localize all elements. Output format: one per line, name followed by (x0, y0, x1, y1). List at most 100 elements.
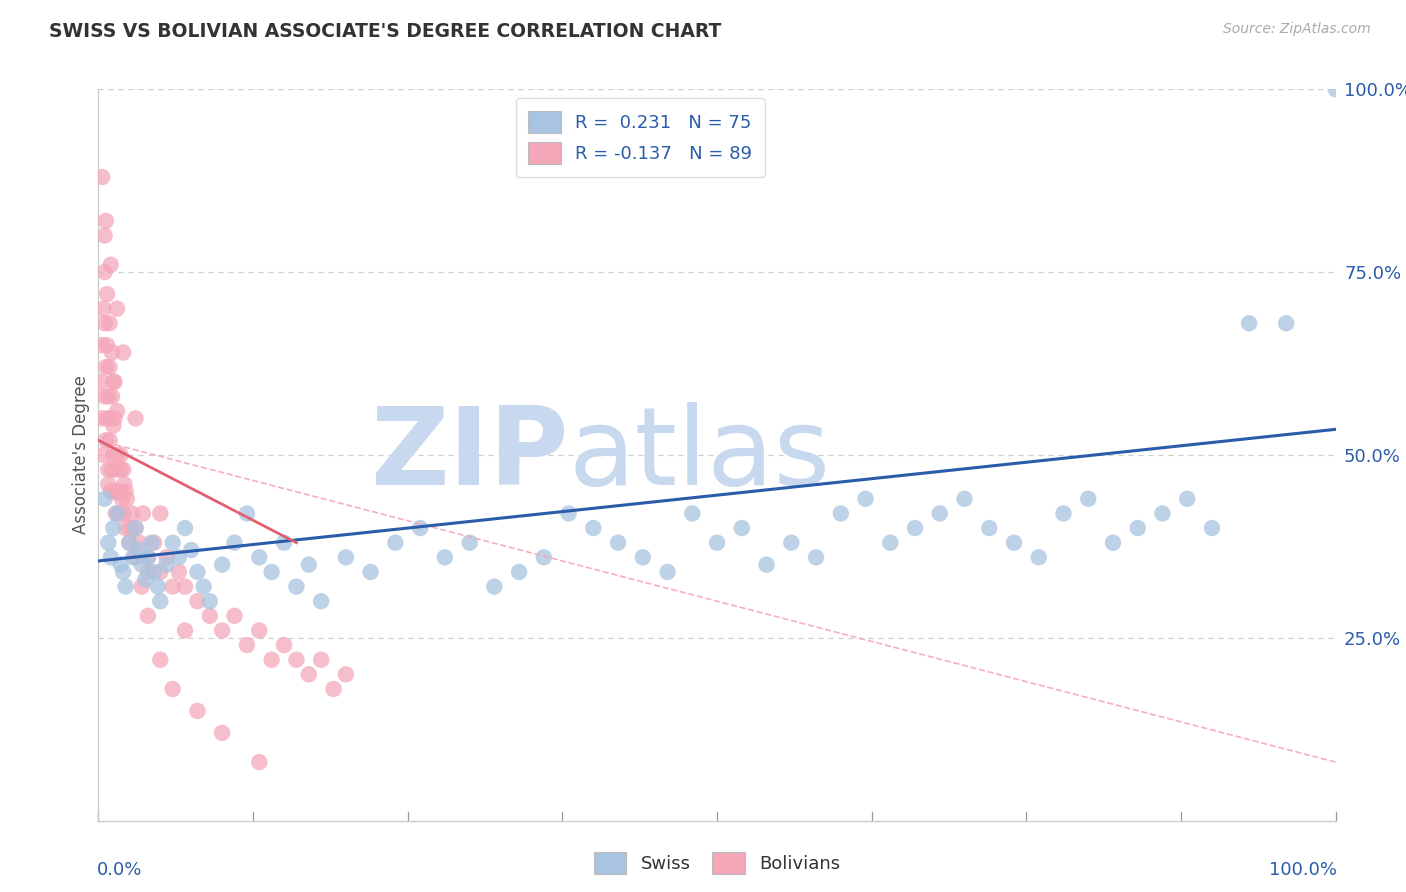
Point (247, 624, 270, 638)
Point (1052, 507, 1074, 521)
Point (186, 704, 208, 718)
Point (110, 558, 132, 572)
Point (103, 418, 125, 433)
Point (128, 535, 150, 549)
Point (122, 550, 145, 565)
Point (298, 667, 321, 681)
Point (104, 462, 127, 476)
Point (198, 608, 221, 623)
Point (174, 521, 197, 535)
Point (103, 375, 125, 389)
Point (224, 535, 246, 549)
Point (180, 543, 202, 558)
Point (273, 638, 295, 652)
Text: atlas: atlas (568, 402, 831, 508)
Point (93, 316, 115, 330)
Point (1275, 316, 1298, 330)
Point (582, 521, 605, 535)
Point (1077, 491, 1099, 506)
Point (236, 638, 259, 652)
Point (247, 550, 270, 565)
Point (112, 507, 135, 521)
Point (100, 258, 122, 272)
Point (409, 521, 432, 535)
Point (1126, 521, 1149, 535)
Point (607, 535, 630, 549)
Point (141, 535, 163, 549)
Text: SWISS VS BOLIVIAN ASSOCIATE'S DEGREE CORRELATION CHART: SWISS VS BOLIVIAN ASSOCIATE'S DEGREE COR… (49, 22, 721, 41)
Point (681, 507, 703, 521)
Point (146, 580, 169, 594)
Point (105, 301, 128, 316)
Point (211, 624, 233, 638)
Point (260, 653, 283, 667)
Point (458, 535, 481, 549)
Point (979, 521, 1001, 535)
Point (110, 462, 132, 476)
Point (193, 580, 215, 594)
Point (103, 375, 125, 389)
Point (93, 389, 115, 403)
Point (309, 594, 332, 608)
Point (1237, 316, 1260, 330)
Point (93, 265, 115, 279)
Point (149, 594, 172, 608)
Point (94, 434, 117, 448)
Point (91, 338, 114, 352)
Point (360, 565, 382, 579)
Point (211, 726, 233, 740)
Point (104, 507, 127, 521)
Point (96, 338, 118, 352)
Point (128, 543, 150, 558)
Point (804, 550, 827, 565)
Point (149, 565, 172, 579)
Point (100, 550, 122, 565)
Point (322, 681, 344, 696)
Point (136, 608, 159, 623)
Point (131, 580, 153, 594)
Point (97, 535, 120, 549)
Point (657, 565, 679, 579)
Point (167, 550, 190, 565)
Point (285, 653, 308, 667)
Point (124, 411, 146, 425)
Point (904, 521, 927, 535)
Point (105, 507, 128, 521)
Point (1152, 507, 1174, 521)
Point (105, 404, 128, 418)
Point (98, 360, 121, 375)
Point (1201, 521, 1223, 535)
Point (93, 491, 115, 506)
Point (93, 448, 115, 462)
Point (136, 550, 159, 565)
Point (124, 521, 146, 535)
Point (105, 448, 128, 462)
Point (112, 462, 135, 476)
Point (101, 389, 124, 403)
Point (115, 491, 138, 506)
Point (134, 572, 156, 586)
Point (114, 484, 136, 499)
Point (260, 565, 283, 579)
Point (155, 558, 177, 572)
Point (174, 580, 197, 594)
Point (198, 594, 221, 608)
Point (162, 681, 184, 696)
Point (508, 565, 530, 579)
Point (96, 411, 118, 425)
Point (101, 345, 124, 359)
Point (174, 624, 197, 638)
Point (149, 507, 172, 521)
Point (111, 491, 134, 506)
Point (335, 667, 357, 681)
Point (1002, 535, 1025, 549)
Point (143, 565, 166, 579)
Point (433, 550, 456, 565)
Point (108, 507, 131, 521)
Point (855, 491, 877, 506)
Point (879, 535, 901, 549)
Point (112, 477, 135, 491)
Point (94, 360, 117, 375)
Point (103, 448, 125, 462)
Point (149, 653, 172, 667)
